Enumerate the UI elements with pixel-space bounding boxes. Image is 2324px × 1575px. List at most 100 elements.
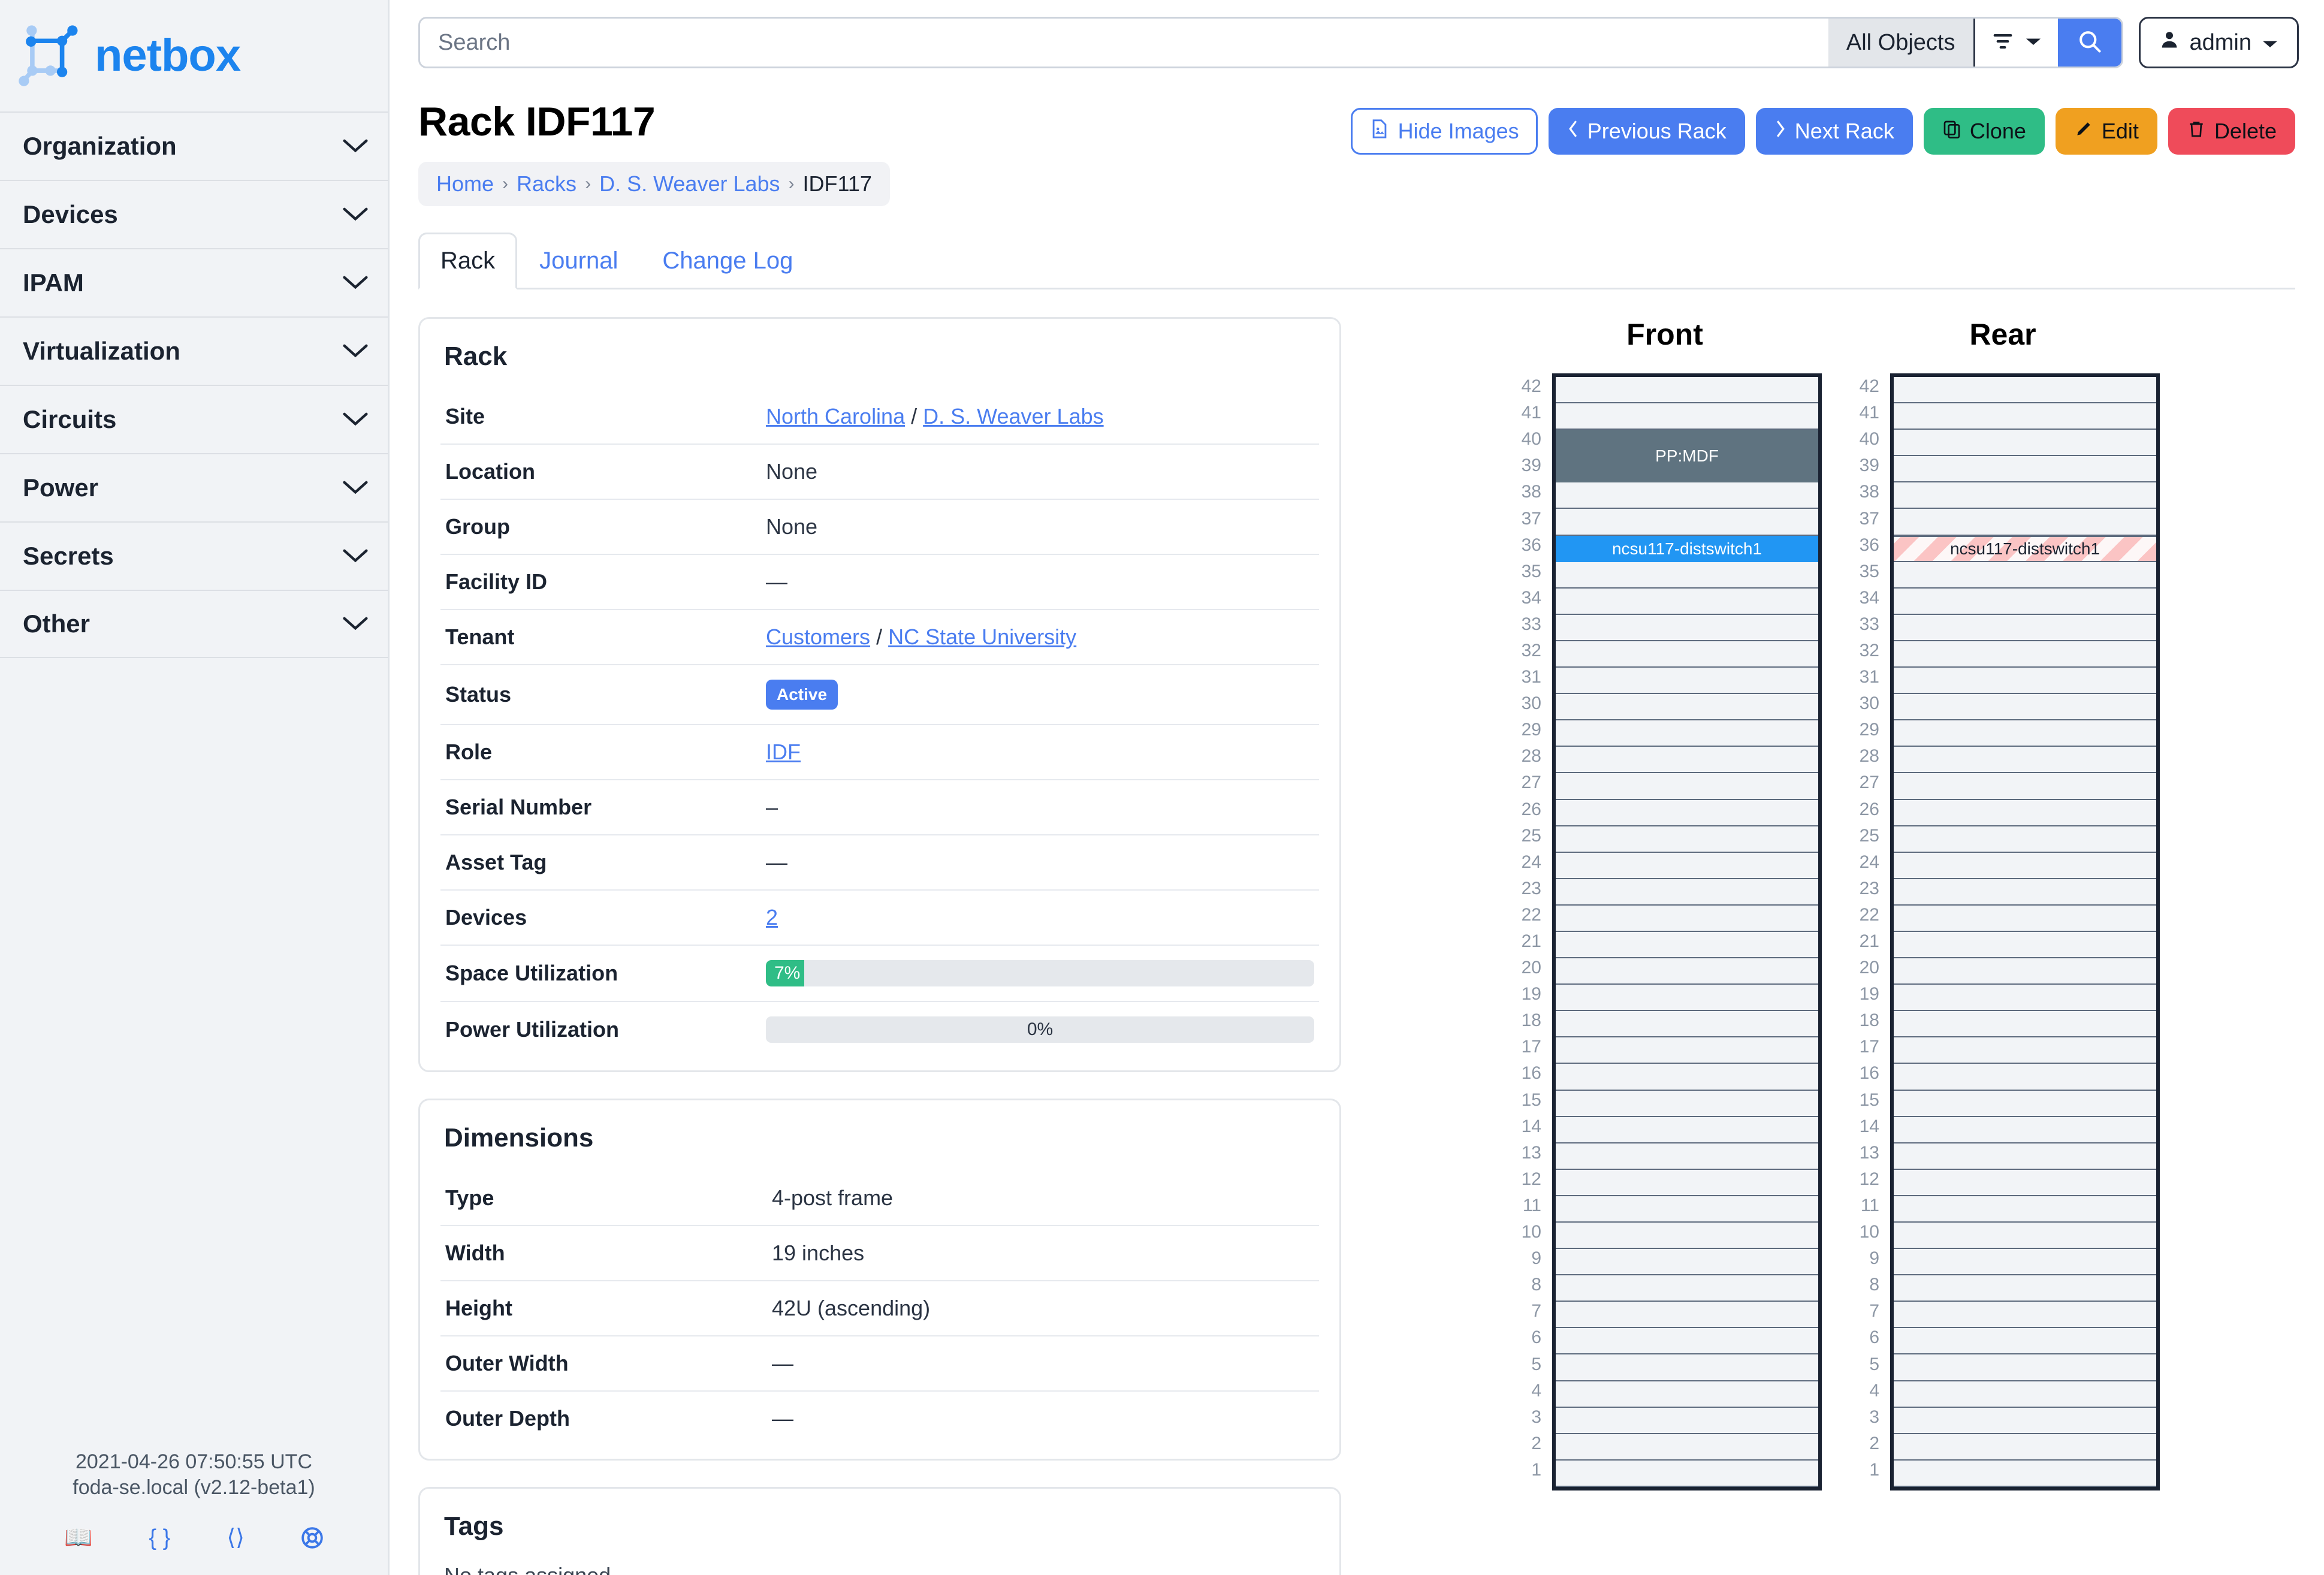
rack-unit-slot[interactable] xyxy=(1894,1196,2156,1223)
rack-unit-slot[interactable] xyxy=(1894,403,2156,430)
rack-unit-slot[interactable] xyxy=(1556,1037,1818,1064)
sidebar-item-devices[interactable]: Devices xyxy=(0,180,388,248)
rack-unit-slot[interactable] xyxy=(1556,879,1818,906)
rack-unit-slot[interactable] xyxy=(1894,668,2156,695)
rack-unit-slot[interactable] xyxy=(1894,852,2156,879)
sidebar-item-secrets[interactable]: Secrets xyxy=(0,521,388,590)
rack-device[interactable]: ncsu117-distswitch1 xyxy=(1894,535,2156,562)
rack-unit-slot[interactable] xyxy=(1556,1407,1818,1434)
rack-unit-slot[interactable] xyxy=(1556,1302,1818,1329)
rack-unit-slot[interactable] xyxy=(1556,1275,1818,1302)
rack-unit-slot[interactable] xyxy=(1894,879,2156,906)
rack-unit-slot[interactable] xyxy=(1894,747,2156,774)
rack-unit-slot[interactable] xyxy=(1556,1064,1818,1091)
rack-unit-slot[interactable] xyxy=(1894,430,2156,457)
rack-unit-slot[interactable] xyxy=(1556,403,1818,430)
rack-unit-slot[interactable] xyxy=(1556,1460,1818,1487)
rack-unit-slot[interactable] xyxy=(1556,562,1818,589)
rack-unit-slot[interactable] xyxy=(1556,1011,1818,1038)
rack-device[interactable]: PP:MDF xyxy=(1556,430,1818,483)
rack-unit-slot[interactable] xyxy=(1556,826,1818,853)
clone-button[interactable]: Clone xyxy=(1923,108,2045,155)
rack-unit-slot[interactable] xyxy=(1894,1090,2156,1117)
rack-unit-slot[interactable] xyxy=(1894,1037,2156,1064)
sidebar-item-ipam[interactable]: IPAM xyxy=(0,248,388,316)
rack-unit-slot[interactable] xyxy=(1556,1434,1818,1461)
rack-unit-slot[interactable] xyxy=(1556,720,1818,747)
rack-unit-slot[interactable] xyxy=(1894,641,2156,668)
role-link[interactable]: IDF xyxy=(766,740,801,764)
sidebar-item-power[interactable]: Power xyxy=(0,453,388,521)
rack-unit-slot[interactable] xyxy=(1556,694,1818,721)
rack-unit-slot[interactable] xyxy=(1556,614,1818,641)
rack-unit-slot[interactable] xyxy=(1894,456,2156,483)
rack-unit-slot[interactable] xyxy=(1894,958,2156,985)
rack-unit-slot[interactable] xyxy=(1556,852,1818,879)
rack-unit-slot[interactable] xyxy=(1894,1223,2156,1250)
rack-unit-slot[interactable] xyxy=(1894,509,2156,536)
rack-unit-slot[interactable] xyxy=(1556,905,1818,932)
tab-rack[interactable]: Rack xyxy=(418,233,518,289)
breadcrumb-item-home[interactable]: Home xyxy=(436,171,494,196)
rack-unit-slot[interactable] xyxy=(1556,1249,1818,1276)
delete-button[interactable]: Delete xyxy=(2168,108,2295,155)
tab-change-log[interactable]: Change Log xyxy=(662,248,793,274)
rack-unit-slot[interactable] xyxy=(1556,1328,1818,1355)
sidebar-item-other[interactable]: Other xyxy=(0,590,388,658)
rack-unit-slot[interactable] xyxy=(1556,799,1818,826)
rack-unit-slot[interactable] xyxy=(1894,1249,2156,1276)
rack-unit-slot[interactable] xyxy=(1894,1275,2156,1302)
docs-book-icon[interactable]: 📖 xyxy=(64,1525,93,1550)
rack-unit-slot[interactable] xyxy=(1556,1117,1818,1143)
rack-unit-slot[interactable] xyxy=(1556,377,1818,404)
edit-button[interactable]: Edit xyxy=(2055,108,2157,155)
rack-unit-slot[interactable] xyxy=(1894,1460,2156,1487)
rack-unit-slot[interactable] xyxy=(1894,1064,2156,1091)
rack-unit-slot[interactable] xyxy=(1556,1196,1818,1223)
rack-unit-slot[interactable] xyxy=(1556,747,1818,774)
rack-unit-slot[interactable] xyxy=(1894,931,2156,959)
help-lifebuoy-icon[interactable] xyxy=(301,1526,324,1553)
tenant-link[interactable]: NC State University xyxy=(888,624,1077,649)
rack-unit-slot[interactable] xyxy=(1556,1354,1818,1381)
rack-unit-slot[interactable] xyxy=(1556,773,1818,800)
rack-unit-slot[interactable] xyxy=(1556,1223,1818,1250)
rack-unit-slot[interactable] xyxy=(1556,509,1818,536)
rack-unit-slot[interactable] xyxy=(1894,1117,2156,1143)
breadcrumb-item-site[interactable]: D. S. Weaver Labs xyxy=(599,171,780,196)
rack-unit-slot[interactable] xyxy=(1894,773,2156,800)
rack-unit-slot[interactable] xyxy=(1556,931,1818,959)
rack-unit-slot[interactable] xyxy=(1556,1143,1818,1170)
sidebar-item-virtualization[interactable]: Virtualization xyxy=(0,316,388,385)
rack-unit-slot[interactable] xyxy=(1894,1354,2156,1381)
rack-unit-slot[interactable] xyxy=(1556,985,1818,1012)
rack-unit-slot[interactable] xyxy=(1556,958,1818,985)
brand[interactable]: netbox xyxy=(0,0,388,111)
rack-unit-slot[interactable] xyxy=(1894,482,2156,509)
rack-unit-slot[interactable] xyxy=(1894,826,2156,853)
rack-device[interactable]: ncsu117-distswitch1 xyxy=(1556,535,1818,562)
next-rack-button[interactable]: Next Rack xyxy=(1755,108,1913,155)
rack-unit-slot[interactable] xyxy=(1894,1434,2156,1461)
rack-unit-slot[interactable] xyxy=(1894,1328,2156,1355)
rack-unit-slot[interactable] xyxy=(1894,1407,2156,1434)
rack-unit-slot[interactable] xyxy=(1894,1381,2156,1408)
source-code-icon[interactable]: ⟨⟩ xyxy=(227,1525,245,1550)
tenant-group-link[interactable]: Customers xyxy=(766,624,871,649)
rack-unit-slot[interactable] xyxy=(1894,1143,2156,1170)
rack-unit-slot[interactable] xyxy=(1894,562,2156,589)
rack-unit-slot[interactable] xyxy=(1894,1011,2156,1038)
search-input[interactable] xyxy=(420,19,1828,67)
rack-unit-slot[interactable] xyxy=(1556,668,1818,695)
breadcrumb-item-racks[interactable]: Racks xyxy=(517,171,577,196)
rack-unit-slot[interactable] xyxy=(1894,905,2156,932)
api-braces-icon[interactable]: { } xyxy=(149,1525,171,1550)
hide-images-button[interactable]: Hide Images xyxy=(1350,108,1538,155)
tab-journal[interactable]: Journal xyxy=(539,248,618,274)
rack-unit-slot[interactable] xyxy=(1894,588,2156,615)
site-region-link[interactable]: North Carolina xyxy=(766,404,906,429)
rack-unit-slot[interactable] xyxy=(1556,1169,1818,1196)
previous-rack-button[interactable]: Previous Rack xyxy=(1548,108,1745,155)
rack-unit-slot[interactable] xyxy=(1556,482,1818,509)
rack-unit-slot[interactable] xyxy=(1894,799,2156,826)
